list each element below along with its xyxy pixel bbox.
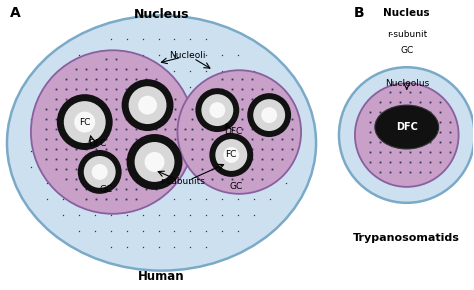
Circle shape — [339, 67, 474, 203]
Text: r-subunits: r-subunits — [160, 177, 205, 186]
Text: DFC: DFC — [224, 126, 243, 135]
Circle shape — [201, 94, 233, 126]
Text: Nucleus: Nucleus — [383, 8, 430, 18]
Circle shape — [253, 99, 285, 131]
Text: Nucleoli: Nucleoli — [169, 51, 206, 60]
Text: FC: FC — [79, 117, 91, 126]
Ellipse shape — [7, 15, 316, 271]
Circle shape — [78, 150, 122, 194]
Circle shape — [223, 147, 239, 163]
Text: GC: GC — [230, 182, 243, 191]
Ellipse shape — [375, 105, 438, 149]
Circle shape — [31, 50, 194, 214]
Circle shape — [247, 93, 291, 137]
Text: GC: GC — [400, 46, 413, 55]
Circle shape — [128, 86, 166, 124]
Circle shape — [127, 134, 182, 190]
Circle shape — [355, 83, 459, 187]
Circle shape — [74, 112, 95, 133]
Text: Trypanosomatids: Trypanosomatids — [353, 233, 460, 243]
Text: Nucleus: Nucleus — [134, 8, 189, 21]
Text: Nucleolus: Nucleolus — [384, 79, 429, 88]
Circle shape — [84, 156, 116, 188]
Text: FC: FC — [226, 151, 237, 160]
Text: A: A — [10, 6, 21, 20]
Circle shape — [145, 152, 164, 172]
Circle shape — [138, 96, 157, 115]
Circle shape — [122, 79, 173, 131]
Circle shape — [135, 142, 174, 182]
Circle shape — [57, 94, 113, 150]
Text: r-subunit: r-subunit — [387, 30, 427, 39]
Text: Human: Human — [138, 270, 185, 283]
Text: B: B — [354, 6, 365, 20]
Circle shape — [261, 107, 277, 123]
Circle shape — [92, 164, 108, 180]
Circle shape — [215, 139, 247, 171]
Circle shape — [195, 88, 239, 132]
Circle shape — [210, 133, 253, 177]
Circle shape — [210, 102, 225, 118]
Text: DFC: DFC — [396, 122, 418, 132]
Text: DFC: DFC — [88, 139, 106, 148]
Circle shape — [64, 101, 106, 143]
Text: GC: GC — [99, 185, 112, 194]
Circle shape — [177, 70, 301, 194]
